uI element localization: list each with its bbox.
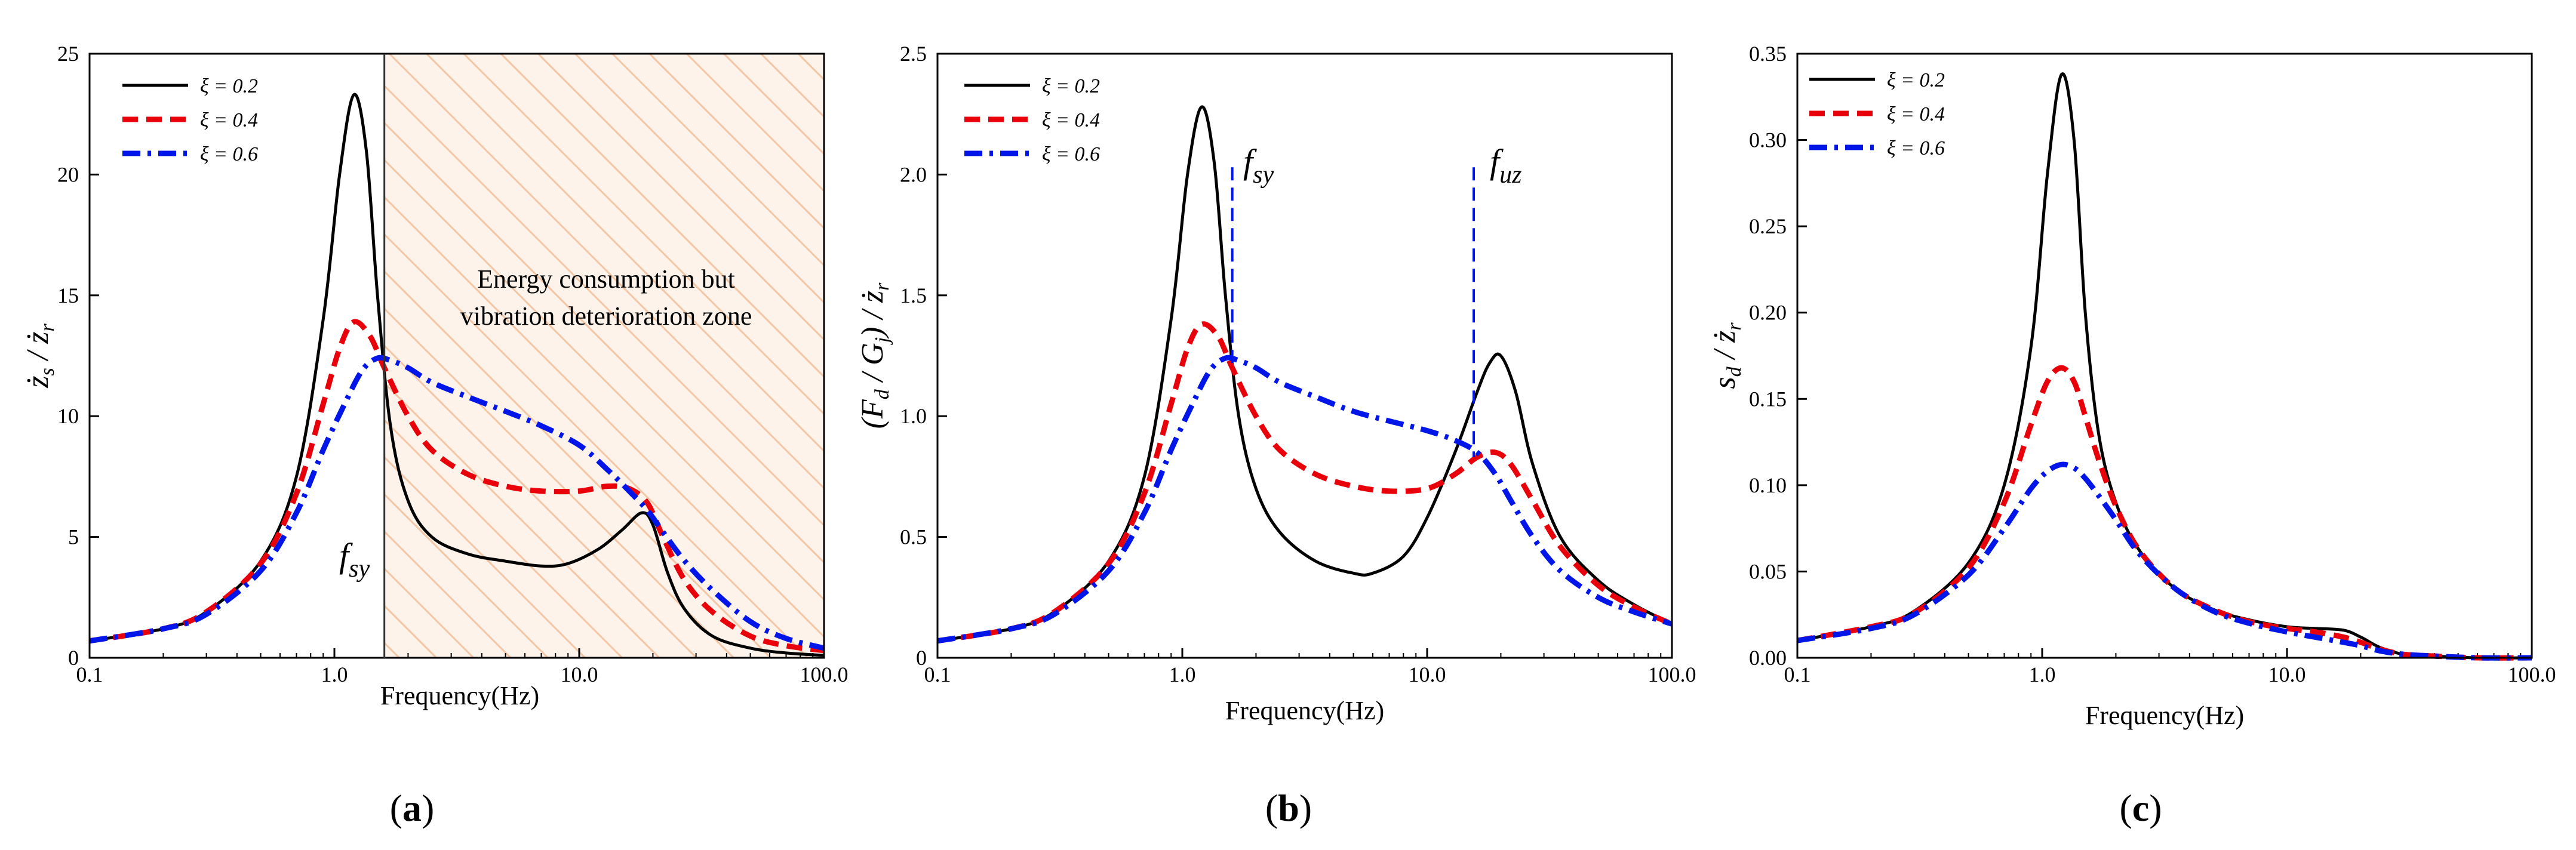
x-tick-label: 0.1 — [1784, 663, 1811, 686]
fuz-label-b: fuz — [1490, 142, 1521, 189]
x-axis-label-c: Frequency(Hz) — [2085, 701, 2244, 730]
y-tick-label: 20 — [57, 162, 79, 186]
plot-b-grid-ticks: 0.1 1.0 10.0 100.0 0 0.5 1.0 1.5 2.0 2.5 — [900, 42, 1696, 686]
y-tick-label: 0.5 — [900, 525, 927, 549]
plot-b-frame — [936, 53, 1673, 659]
plot-c-frame — [1796, 53, 2533, 659]
x-tick-label: 0.1 — [76, 663, 103, 686]
legend-a-label-1: ξ = 0.2 — [200, 75, 258, 97]
series-line-2 — [89, 319, 825, 654]
x-axis-label-a: Frequency(Hz) — [380, 681, 539, 710]
legend-c-label-1: ξ = 0.2 — [1887, 69, 1945, 91]
y-tick-label: 0.35 — [1749, 42, 1787, 66]
series-line-3 — [937, 355, 1673, 644]
legend-b-label-2: ξ = 0.4 — [1042, 109, 1100, 131]
x-tick-label: 1.0 — [2029, 663, 2056, 686]
x-tick-label: 10.0 — [561, 663, 598, 686]
plot-c-grid-ticks: 0.1 1.0 10.0 100.0 0.00 0.05 0.10 0.15 0.20 0.25 0… — [1749, 42, 2556, 686]
y-tick-label: 0.25 — [1749, 214, 1787, 238]
y-tick-label: 0.10 — [1749, 473, 1787, 497]
plot-b-series — [937, 105, 1673, 644]
legend-a-label-3: ξ = 0.6 — [200, 143, 258, 165]
y-tick-label: 0.30 — [1749, 128, 1787, 152]
x-tick-label: 100.0 — [1648, 663, 1696, 686]
series-line-3 — [1797, 461, 2532, 661]
panel-b: 0.1 1.0 10.0 100.0 0 0.5 1.0 1.5 2.0 2.5 ξ = 0.2 … — [856, 42, 1696, 829]
legend-a: ξ = 0.2 ξ = 0.4 ξ = 0.6 — [122, 75, 258, 165]
y-tick-label: 2.5 — [900, 42, 927, 66]
y-tick-label: 0 — [68, 646, 79, 670]
zone-annotation-line-1: Energy consumption but — [477, 264, 735, 294]
legend-c-label-2: ξ = 0.4 — [1887, 103, 1945, 125]
y-tick-label: 0.20 — [1749, 301, 1787, 325]
y-tick-label: 10 — [57, 404, 79, 428]
x-tick-label: 100.0 — [2508, 663, 2556, 686]
x-tick-label: 1.0 — [321, 663, 348, 686]
y-tick-label: 2.0 — [900, 162, 927, 186]
x-tick-label: 10.0 — [1409, 663, 1446, 686]
y-tick-label: 5 — [68, 525, 79, 549]
panel-label-a: (a) — [390, 787, 435, 829]
zone-annotation-line-2: vibration deterioration zone — [460, 301, 752, 331]
x-axis-label-b: Frequency(Hz) — [1225, 696, 1384, 725]
panel-label-b: (b) — [1265, 787, 1312, 829]
y-tick-label: 25 — [57, 42, 79, 66]
legend-c-label-3: ξ = 0.6 — [1887, 137, 1945, 159]
series-line-1 — [89, 93, 825, 657]
y-tick-label: 1.0 — [900, 404, 927, 428]
legend-b-label-1: ξ = 0.2 — [1042, 75, 1100, 97]
fsy-label-b: fsy — [1243, 142, 1274, 189]
y-tick-label: 0.05 — [1749, 559, 1787, 583]
series-line-3 — [89, 355, 825, 651]
legend-c: ξ = 0.2 ξ = 0.4 ξ = 0.6 — [1809, 69, 1945, 159]
y-axis-label-b: (Fd / Gj) / żr — [856, 282, 893, 429]
plot-a-grid-ticks: 0.1 1.0 10.0 100.0 0 5 10 15 20 25 — [57, 42, 849, 686]
x-tick-label: 0.1 — [924, 663, 951, 686]
y-tick-label: 1.5 — [900, 284, 927, 307]
y-axis-label-a: żs / żr — [21, 324, 59, 389]
x-tick-label: 10.0 — [2268, 663, 2306, 686]
panel-label-c: (c) — [2119, 787, 2162, 829]
legend-b: ξ = 0.2 ξ = 0.4 ξ = 0.6 — [964, 75, 1100, 165]
x-tick-label: 1.0 — [1169, 663, 1196, 686]
panel-a: 0.1 1.0 10.0 100.0 0 5 10 15 20 25 ξ = 0.2 ξ = 0.… — [21, 42, 849, 829]
series-line-1 — [937, 105, 1673, 643]
series-line-2 — [937, 321, 1673, 644]
series-line-2 — [1797, 365, 2532, 661]
zone-a-hatch — [384, 54, 824, 658]
y-tick-label: 0 — [916, 646, 927, 670]
x-tick-label: 100.0 — [800, 663, 849, 686]
y-tick-label: 15 — [57, 284, 79, 307]
panel-c: 0.1 1.0 10.0 100.0 0.00 0.05 0.10 0.15 0.20 0.25 0… — [1708, 42, 2556, 829]
y-axis-label-c: sd / żr — [1708, 322, 1745, 389]
legend-a-label-2: ξ = 0.4 — [200, 109, 258, 131]
series-line-1 — [1797, 72, 2532, 660]
y-tick-label: 0.00 — [1749, 646, 1787, 670]
y-tick-label: 0.15 — [1749, 387, 1787, 411]
plot-a-frame — [88, 53, 825, 659]
legend-b-label-3: ξ = 0.6 — [1042, 143, 1100, 165]
fsy-label-a: fsy — [339, 536, 370, 583]
plot-a-series — [89, 93, 825, 657]
plot-c-series — [1797, 72, 2532, 661]
